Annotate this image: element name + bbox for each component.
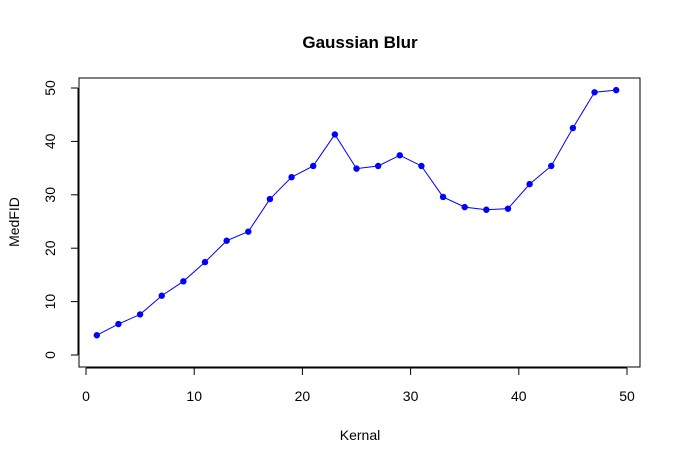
data-point <box>245 228 252 235</box>
y-axis: 0 10 20 30 40 50 <box>42 80 79 359</box>
data-point <box>569 124 577 132</box>
data-point <box>353 165 360 172</box>
y-tick-label: 0 <box>42 351 58 359</box>
x-tick-label: 0 <box>82 388 90 404</box>
data-point <box>483 206 490 213</box>
y-tick-label: 20 <box>42 240 58 256</box>
y-axis-label: MedFID <box>6 197 22 247</box>
data-point <box>201 258 209 266</box>
data-point <box>180 278 187 285</box>
data-point <box>331 131 339 138</box>
x-tick-label: 30 <box>403 388 419 404</box>
y-tick-label: 50 <box>42 80 58 96</box>
data-point <box>548 162 555 170</box>
data-point <box>504 205 512 212</box>
x-tick-label: 10 <box>186 388 202 404</box>
data-point <box>223 237 230 244</box>
y-tick-label: 30 <box>42 187 58 203</box>
data-point <box>136 311 144 318</box>
x-axis: 0 10 20 30 40 50 <box>82 367 635 404</box>
data-point <box>93 332 101 339</box>
x-tick-label: 50 <box>619 388 635 404</box>
data-point <box>439 193 447 201</box>
data-point <box>288 173 295 181</box>
x-tick-label: 40 <box>511 388 527 404</box>
data-point <box>158 292 165 299</box>
data-point <box>612 86 620 94</box>
y-tick-label: 40 <box>42 133 58 149</box>
series-layer <box>93 86 620 339</box>
x-axis-label: Kernal <box>340 427 380 443</box>
data-point <box>461 203 468 211</box>
plot-frame <box>78 77 641 368</box>
chart-title: Gaussian Blur <box>302 33 418 52</box>
data-point <box>374 162 382 170</box>
data-point <box>310 162 317 170</box>
x-tick-label: 20 <box>295 388 311 404</box>
data-point <box>396 152 403 159</box>
data-point <box>115 320 122 328</box>
data-point <box>266 195 274 203</box>
series-line <box>96 89 617 336</box>
data-point <box>418 162 425 170</box>
y-tick-label: 10 <box>42 294 58 310</box>
data-point <box>526 180 533 188</box>
data-point <box>591 89 598 96</box>
